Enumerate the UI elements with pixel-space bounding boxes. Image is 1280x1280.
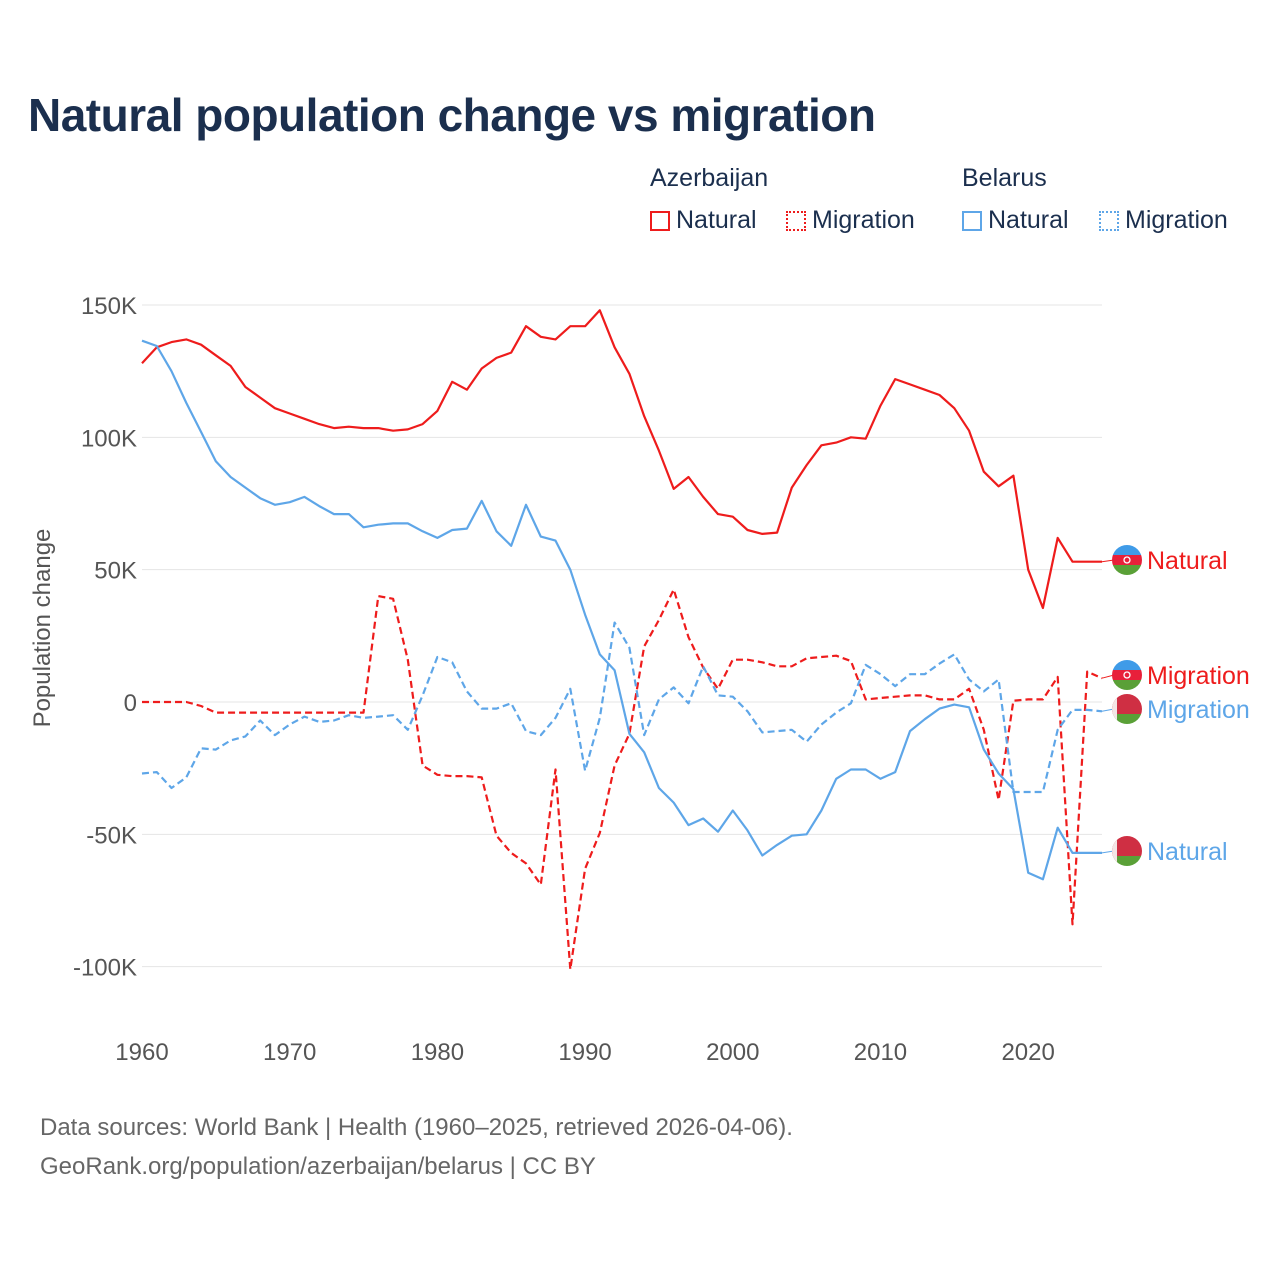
x-tick-label: 1990 [558,1039,611,1066]
legend-label: Natural [988,206,1069,234]
y-tick-label: 0 [124,690,137,717]
flag-azerbaijan-icon [1112,555,1142,565]
x-tick-label: 1970 [263,1039,316,1066]
flag-belarus-icon [1112,836,1117,866]
y-axis-label: Population change [29,529,56,728]
label-connector [1101,674,1115,679]
legend-group-azerbaijan: Azerbaijan [650,164,769,192]
legend-azerbaijan-migration[interactable]: Migration [786,206,915,235]
legend-label: Migration [812,206,915,234]
legend-belarus-migration[interactable]: Migration [1099,206,1228,235]
y-tick-label: -50K [86,822,137,849]
legend-swatch-dotted [1099,210,1119,231]
flag-belarus-icon [1112,694,1142,714]
y-tick-label: 150K [81,293,137,320]
source-line-1: Data sources: World Bank | Health (1960–… [40,1114,793,1141]
end-label-belarus-migration: Migration [1147,696,1250,724]
x-tick-label: 2000 [706,1039,759,1066]
x-tick-label: 2010 [854,1039,907,1066]
series-line-belarus-natural [141,339,1102,881]
legend-swatch-solid [962,210,982,231]
x-tick-label: 1980 [411,1039,464,1066]
flag-belarus-icon [1112,836,1142,856]
end-label-azerbaijan-natural: Natural [1147,547,1228,575]
label-connector [1101,559,1115,563]
legend-label: Natural [676,206,757,234]
flag-azerbaijan-icon [1112,565,1142,575]
flag-belarus-icon [1112,714,1142,724]
x-tick-label: 2020 [1001,1039,1054,1066]
flag-crescent-icon [1123,556,1131,564]
y-tick-label: -100K [73,955,137,982]
legend-azerbaijan-natural[interactable]: Natural [650,206,757,235]
x-tick-label: 1960 [115,1039,168,1066]
legend-swatch-solid [650,210,670,231]
legend-group-belarus: Belarus [962,164,1047,192]
chart-title: Natural population change vs migration [28,89,876,141]
flag-belarus-icon [1112,694,1117,724]
flag-azerbaijan-icon [1112,680,1142,690]
flag-belarus-icon [1112,856,1142,866]
flag-crescent-icon [1123,671,1131,679]
end-label-belarus-natural: Natural [1147,838,1228,866]
flag-azerbaijan-icon [1112,660,1142,670]
legend-belarus-natural[interactable]: Natural [962,206,1069,235]
label-connector [1101,850,1115,854]
label-connector [1101,708,1115,712]
flag-azerbaijan-icon [1112,670,1142,680]
legend-swatch-dotted [786,210,806,231]
series-line-azerbaijan-migration [142,588,1103,971]
series-line-belarus-migration [141,621,1103,794]
end-label-azerbaijan-migration: Migration [1147,662,1250,690]
series-line-azerbaijan-natural [141,309,1102,610]
y-tick-label: 100K [81,425,137,452]
legend-label: Migration [1125,206,1228,234]
y-tick-label: 50K [94,558,137,585]
flag-azerbaijan-icon [1112,545,1142,555]
source-line-2[interactable]: GeoRank.org/population/azerbaijan/belaru… [40,1153,596,1180]
source-note: Data sources: World Bank | Health (1960–… [40,1108,793,1186]
